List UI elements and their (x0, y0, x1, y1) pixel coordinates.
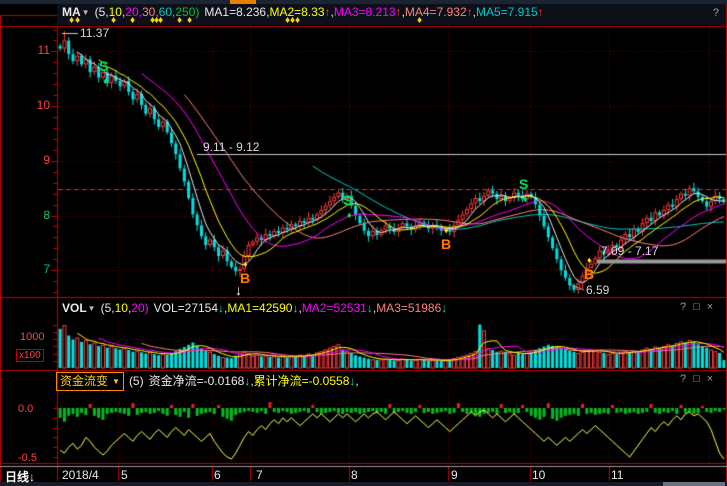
event-diamond-icon: ♦ (285, 15, 291, 26)
vol-params: (5,10,20) (101, 300, 149, 317)
separator: , (298, 301, 302, 315)
help-button[interactable]: ? (712, 7, 719, 19)
scrollbar-track[interactable] (0, 482, 727, 486)
diamond-icon: ♦ (444, 225, 449, 235)
close-button[interactable]: × (706, 373, 714, 385)
event-diamond-icon: ♦ (177, 15, 183, 26)
down-arrow-icon: ↓ (441, 301, 448, 315)
low-price-label: 6.59 (586, 283, 610, 297)
date-label: 10 (532, 468, 546, 482)
event-diamond-icon: ♦ (154, 15, 160, 26)
diamond-icon: ♦ (347, 210, 352, 220)
vol-indicator-name: VOL (62, 301, 87, 315)
flow-indicator-name: 资金流变 (60, 374, 109, 388)
date-label: 8 (351, 468, 358, 482)
flow-params: (5) (128, 374, 144, 388)
diamond-icon: ♦ (523, 194, 528, 204)
event-diamond-icon: ♦ (158, 15, 164, 26)
event-diamond-icon: ♦ (75, 15, 81, 26)
help-button[interactable]: ? (680, 373, 687, 385)
date-label: 7 (256, 468, 263, 482)
param-segment: 10, (114, 301, 132, 315)
price-axis-label: 8 (43, 208, 50, 222)
event-diamond-icon: ♦ (290, 15, 296, 26)
vol-readouts: VOL=27154↓,MA1=42590↓,MA2=52531↓,MA3=519… (154, 300, 448, 317)
gap-range-label-2: 7.09 - 7.17 (601, 244, 659, 258)
high-price-label: 11.37 (80, 26, 110, 40)
gap-range-label: 9.11 - 9.12 (203, 140, 260, 154)
indicator-value: VOL=27154 (153, 301, 219, 315)
down-arrow-icon: ↓ (366, 301, 373, 315)
event-diamond-icon: ♦ (187, 15, 193, 26)
sell-signal: S (343, 192, 353, 208)
diamond-icon: ♦ (243, 259, 248, 269)
diamond-icon: ♦ (587, 255, 592, 265)
buy-signal: B (584, 266, 595, 282)
date-label: 9 (451, 468, 458, 482)
event-diamond-icon: ♦ (417, 15, 423, 26)
param-segment: 20) (131, 301, 149, 315)
date-label: 5 (121, 468, 128, 482)
scrollbar-thumb[interactable] (663, 482, 725, 486)
down-arrow-icon: ↓ (235, 282, 242, 298)
indicator-value: 累计净流=-0.0558 (253, 374, 350, 388)
indicator-value: MA2=52531 (301, 301, 367, 315)
flow-axis-label: 0.0 (18, 403, 34, 415)
indicator-value: MA1=42590 (227, 301, 293, 315)
price-axis-label: 7 (43, 262, 50, 276)
indicator-value: 资金净流=-0.0168 (148, 374, 245, 388)
sell-signal: S (99, 58, 109, 74)
param-segment: (5, (100, 301, 115, 315)
event-diamond-icon: ♦ (69, 15, 75, 26)
separator: , (372, 301, 377, 315)
vol-indicator-bar: VOL ▼ (5,10,20) VOL=27154↓,MA1=42590↓,MA2… (62, 300, 447, 317)
period-selector[interactable]: 日线↓ (5, 468, 35, 485)
event-diamond-icon: ♦ (111, 15, 117, 26)
price-axis-label: 10 (36, 98, 50, 112)
flow-indicator-dropdown[interactable]: 资金流变 ▼ (56, 372, 124, 391)
vol-unit-label: x100 (16, 349, 44, 362)
maximize-button[interactable]: □ (693, 373, 700, 385)
event-diamond-icon: ♦ (295, 15, 301, 26)
flow-indicator-bar: 资金流变 ▼ (5) 资金净流=-0.0168↓,累计净流=-0.0558↓, (56, 372, 359, 391)
flow-readouts: 资金净流=-0.0168↓,累计净流=-0.0558↓, (149, 373, 359, 390)
down-arrow-icon: ↓ (349, 374, 356, 388)
event-diamond-icon: ♦ (150, 15, 156, 26)
separator: , (355, 374, 359, 388)
price-axis-label: 11 (37, 43, 50, 57)
date-label: 6 (214, 468, 221, 482)
flow-window-buttons: ? □ × (680, 373, 713, 385)
down-arrow-icon: ↓ (244, 374, 251, 388)
date-label: 2018/4 (62, 468, 99, 482)
event-diamond-icon: ♦ (130, 15, 136, 26)
down-arrow-icon: ↓ (29, 470, 36, 484)
price-axis-label: 9 (43, 153, 50, 167)
sell-signal: S (519, 176, 529, 192)
vol-axis-label: 1000 (20, 331, 45, 343)
buy-signal: B (240, 270, 251, 286)
flow-axis-label: -0.5 (18, 452, 37, 464)
buy-signal: B (441, 236, 452, 252)
close-button[interactable]: × (706, 301, 714, 313)
indicator-value: MA3=51986 (376, 301, 442, 315)
down-arrow-icon: ↓ (292, 301, 299, 315)
chevron-down-icon: ▼ (112, 377, 120, 386)
diamond-icon: ♦ (103, 76, 108, 86)
date-label: 11 (611, 468, 624, 482)
vol-window-buttons: ? □ × (680, 301, 713, 313)
period-label: 日线 (5, 470, 30, 484)
down-arrow-icon: ↓ (218, 301, 225, 315)
maximize-button[interactable]: □ (693, 301, 700, 313)
chevron-down-icon: ▼ (87, 304, 96, 313)
help-button[interactable]: ? (680, 301, 687, 313)
vol-indicator-dropdown[interactable]: VOL ▼ (62, 300, 96, 317)
separator: , (250, 374, 254, 388)
separator: , (224, 301, 228, 315)
